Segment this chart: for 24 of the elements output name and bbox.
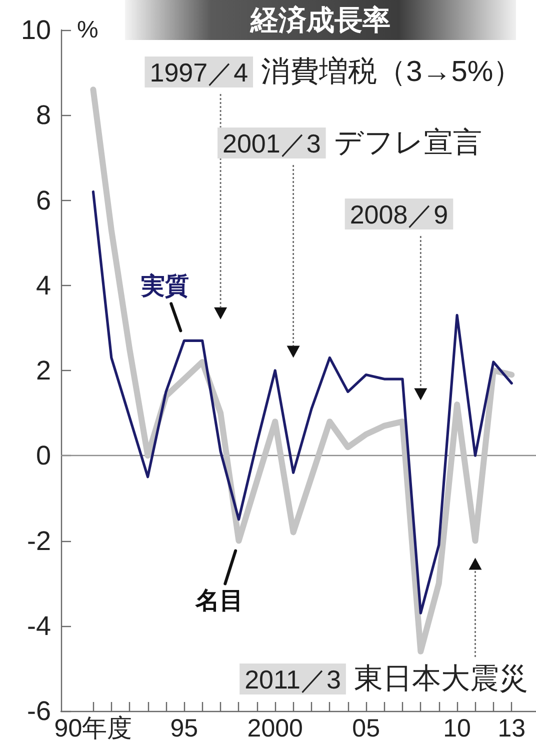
y-tick-label: 8 — [36, 100, 51, 130]
y-tick-label: -6 — [26, 696, 51, 726]
y-tick-label: 10 — [20, 15, 51, 45]
annotation: 2011／3 東日本大震災 — [244, 663, 528, 695]
chart-title: 経済成長率 — [250, 4, 390, 36]
y-axis-title: % — [77, 16, 98, 44]
x-tick-label: 05 — [352, 714, 380, 742]
y-tick-label: 6 — [36, 185, 51, 216]
x-tick-label: 95 — [170, 714, 198, 742]
y-tick-label: -4 — [26, 610, 51, 641]
x-tick-label: 90年度 — [54, 714, 132, 742]
x-tick-label: 2000 — [247, 714, 303, 742]
y-tick-label: 0 — [36, 440, 51, 471]
annotation: 1997／4 消費増税（3→5%） — [150, 55, 522, 88]
series-label: 名目 — [194, 587, 244, 614]
x-tick-label: 10 — [443, 714, 471, 742]
x-tick-label: 13 — [498, 714, 526, 742]
y-tick-label: 4 — [36, 270, 51, 300]
annotation: 2001／3 デフレ宣言 — [222, 127, 482, 159]
line-series — [92, 190, 513, 614]
series-label: 実質 — [140, 272, 190, 300]
y-tick-label: 2 — [36, 356, 51, 386]
y-tick-label: -2 — [26, 526, 51, 556]
annotation: 2008／9 — [350, 200, 448, 230]
